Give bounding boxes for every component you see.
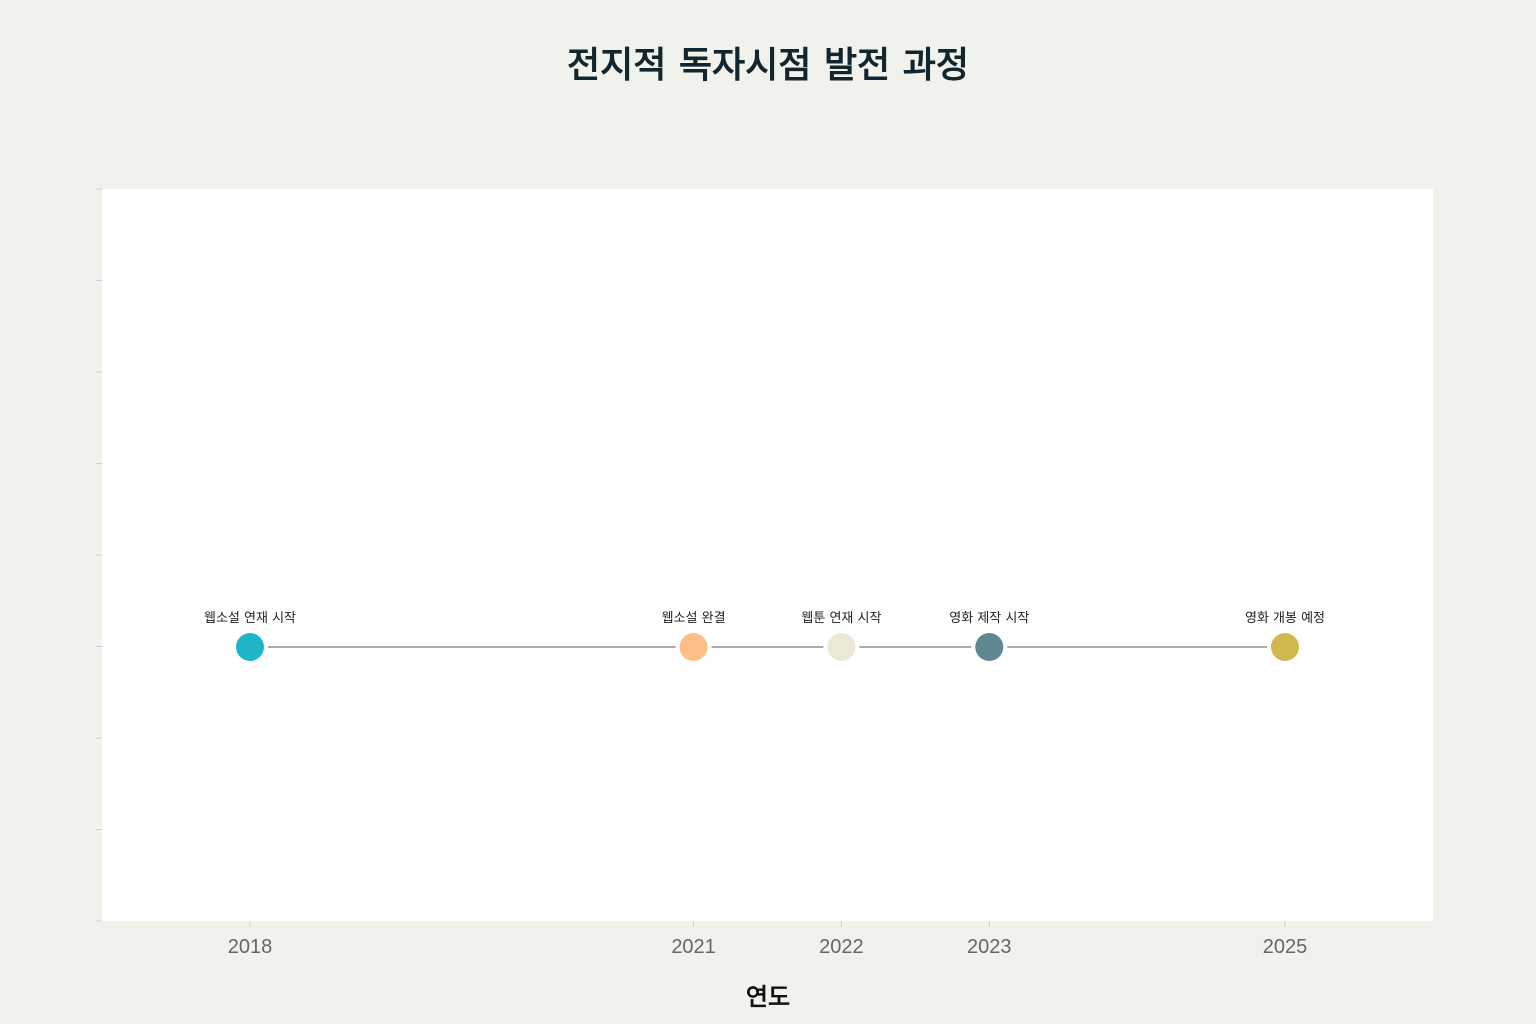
x-tick-label: 2025 <box>1263 936 1308 958</box>
event-marker <box>1271 633 1299 661</box>
x-tick-label: 2023 <box>967 936 1012 958</box>
event-marker <box>975 633 1004 661</box>
chart-title: 전지적 독자시점 발전 과정 <box>567 45 969 86</box>
event-marker <box>236 633 264 661</box>
x-axis-ticks: 2018 2021 2022 2023 2025 <box>228 921 1308 958</box>
event-marker <box>679 633 708 661</box>
event-label: 웹소설 연재 시작 <box>204 611 296 626</box>
event-markers <box>236 633 1299 661</box>
x-tick-label: 2018 <box>228 936 273 958</box>
event-marker <box>827 633 856 661</box>
x-tick-label: 2022 <box>819 936 864 958</box>
event-label: 웹소설 완결 <box>662 611 726 626</box>
event-label: 영화 제작 시작 <box>949 611 1029 626</box>
x-tick-label: 2021 <box>671 936 716 958</box>
event-label: 영화 개봉 예정 <box>1245 611 1325 626</box>
plot-area <box>102 189 1433 921</box>
x-axis-title: 연도 <box>746 983 790 1011</box>
y-axis-ticks <box>96 188 102 922</box>
event-label: 웹툰 연재 시작 <box>801 611 881 626</box>
event-labels: 웹소설 연재 시작 웹소설 완결 웹툰 연재 시작 영화 제작 시작 영화 개봉 예정 <box>204 611 1325 626</box>
